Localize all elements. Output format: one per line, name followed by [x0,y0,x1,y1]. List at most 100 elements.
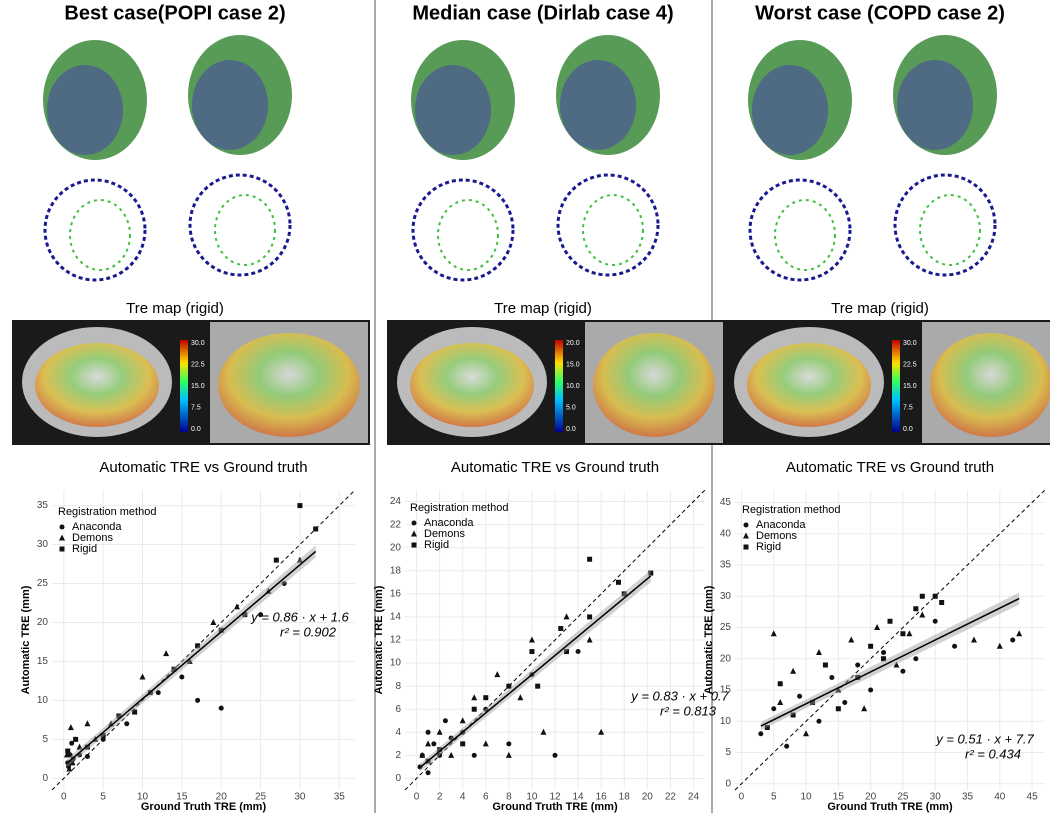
point [587,556,593,562]
legend-label: Anaconda [424,517,474,529]
airway-render [415,65,491,155]
point [575,649,581,655]
fit-annotation: y = 0.86 · x + 1.6 [250,609,349,624]
point [797,693,803,699]
vessel-render [69,199,131,271]
point [842,700,848,705]
point [598,728,605,735]
point [506,683,512,689]
colorbar-tick-label: 20.0 [566,340,580,347]
legend-title: Registration method [58,506,156,518]
point [887,618,893,624]
colorbar-tick-label: 7.5 [903,404,913,411]
legend-title: Registration method [410,502,508,514]
vessel-render [893,173,997,277]
panel-title: Median case (Dirlab case 4) [412,2,673,24]
point [296,556,303,563]
point [84,753,90,759]
chart-title: Automatic TRE vs Ground truth [99,459,307,476]
colorbar [892,340,900,432]
point [996,642,1003,649]
x-tick-label: 35 [962,792,974,803]
x-tick-label: 8 [506,792,512,803]
point [195,643,201,649]
point [425,729,431,735]
point [615,579,621,585]
legend-label: Rigid [72,543,97,555]
x-tick-label: 35 [334,792,346,803]
point [84,720,91,727]
point [210,618,217,625]
x-tick-label: 30 [930,792,942,803]
point [835,706,841,712]
y-tick-label: 40 [720,528,732,539]
point [919,611,926,618]
y-tick-label: 35 [37,500,49,511]
point [939,600,945,605]
vessel-render [214,194,276,266]
point [848,636,855,643]
y-tick-label: 5 [725,747,731,758]
x-tick-label: 10 [526,792,538,803]
y-tick-label: 20 [37,617,49,628]
point [505,751,512,758]
x-tick-label: 5 [771,792,777,803]
point [855,662,861,668]
point [893,661,900,668]
colorbar-tick-label: 22.5 [903,361,917,368]
point [529,649,535,655]
y-tick-label: 15 [37,656,49,667]
x-axis-label: Ground Truth TRE (mm) [141,801,267,813]
point [471,694,478,701]
y-tick-label: 10 [720,716,732,727]
legend-marker [743,532,749,539]
tre-overlay [35,343,159,427]
colorbar-tick-label: 7.5 [191,404,201,411]
point [540,728,547,735]
point [564,649,570,655]
point [790,712,796,718]
legend-label: Anaconda [72,521,122,533]
x-tick-label: 10 [137,792,149,803]
y-axis-label: Automatic TRE (mm) [703,585,715,694]
point [621,591,627,597]
vessel-render [43,178,147,282]
fit-line [760,597,1020,727]
point [810,700,815,705]
point [437,747,443,753]
colorbar-tick-label: 15.0 [191,383,205,390]
fit-line [66,550,317,764]
y-tick-label: 8 [395,681,401,692]
x-axis-label: Ground Truth TRE (mm) [827,801,953,813]
fit-annotation: y = 0.51 · x + 7.7 [935,731,1034,746]
y-tick-label: 4 [395,727,401,738]
point [195,697,201,703]
x-tick-label: 6 [483,792,489,803]
point [535,683,541,689]
point [784,743,790,749]
y-tick-label: 22 [390,519,402,530]
point [906,630,913,637]
x-tick-label: 22 [665,792,677,803]
point [822,662,828,668]
colorbar-tick-label: 0.0 [903,426,913,433]
point [482,740,489,747]
y-tick-label: 0 [42,773,48,784]
point [218,705,224,711]
point [881,650,887,655]
legend-marker [411,530,417,537]
chart-title: Automatic TRE vs Ground truth [451,459,659,476]
point [881,656,887,662]
point [67,724,74,731]
point [758,731,764,737]
legend-marker [743,544,749,550]
point [517,694,524,701]
point [448,751,455,758]
airway-render [192,60,268,150]
x-tick-label: 25 [897,792,909,803]
point [76,743,83,750]
colorbar-tick-label: 30.0 [191,340,205,347]
point [431,741,437,747]
tre-overlay [593,333,715,437]
y-tick-label: 24 [390,496,402,507]
